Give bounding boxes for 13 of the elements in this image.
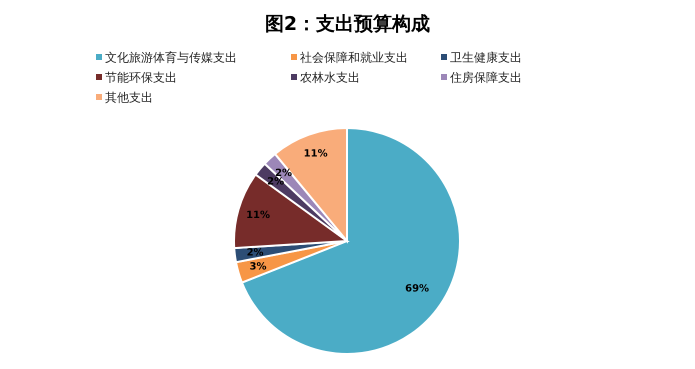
data-label: 2% (246, 247, 264, 258)
legend-label: 住房保障支出 (449, 70, 522, 84)
data-label: 3% (250, 262, 267, 273)
legend-label: 农林水支出 (300, 70, 360, 84)
legend-label: 文化旅游体育与传媒支出 (105, 50, 237, 64)
legend-label: 其他支出 (105, 90, 153, 104)
legend-label: 节能环保支出 (105, 70, 177, 84)
data-label: 11% (246, 210, 270, 221)
chart-title: 图2：支出预算构成 (264, 13, 430, 35)
data-label: 69% (405, 283, 430, 294)
data-label: 11% (304, 148, 328, 160)
legend-label: 社会保障和就业支出 (300, 50, 408, 64)
legend-label: 卫生健康支出 (450, 50, 522, 64)
